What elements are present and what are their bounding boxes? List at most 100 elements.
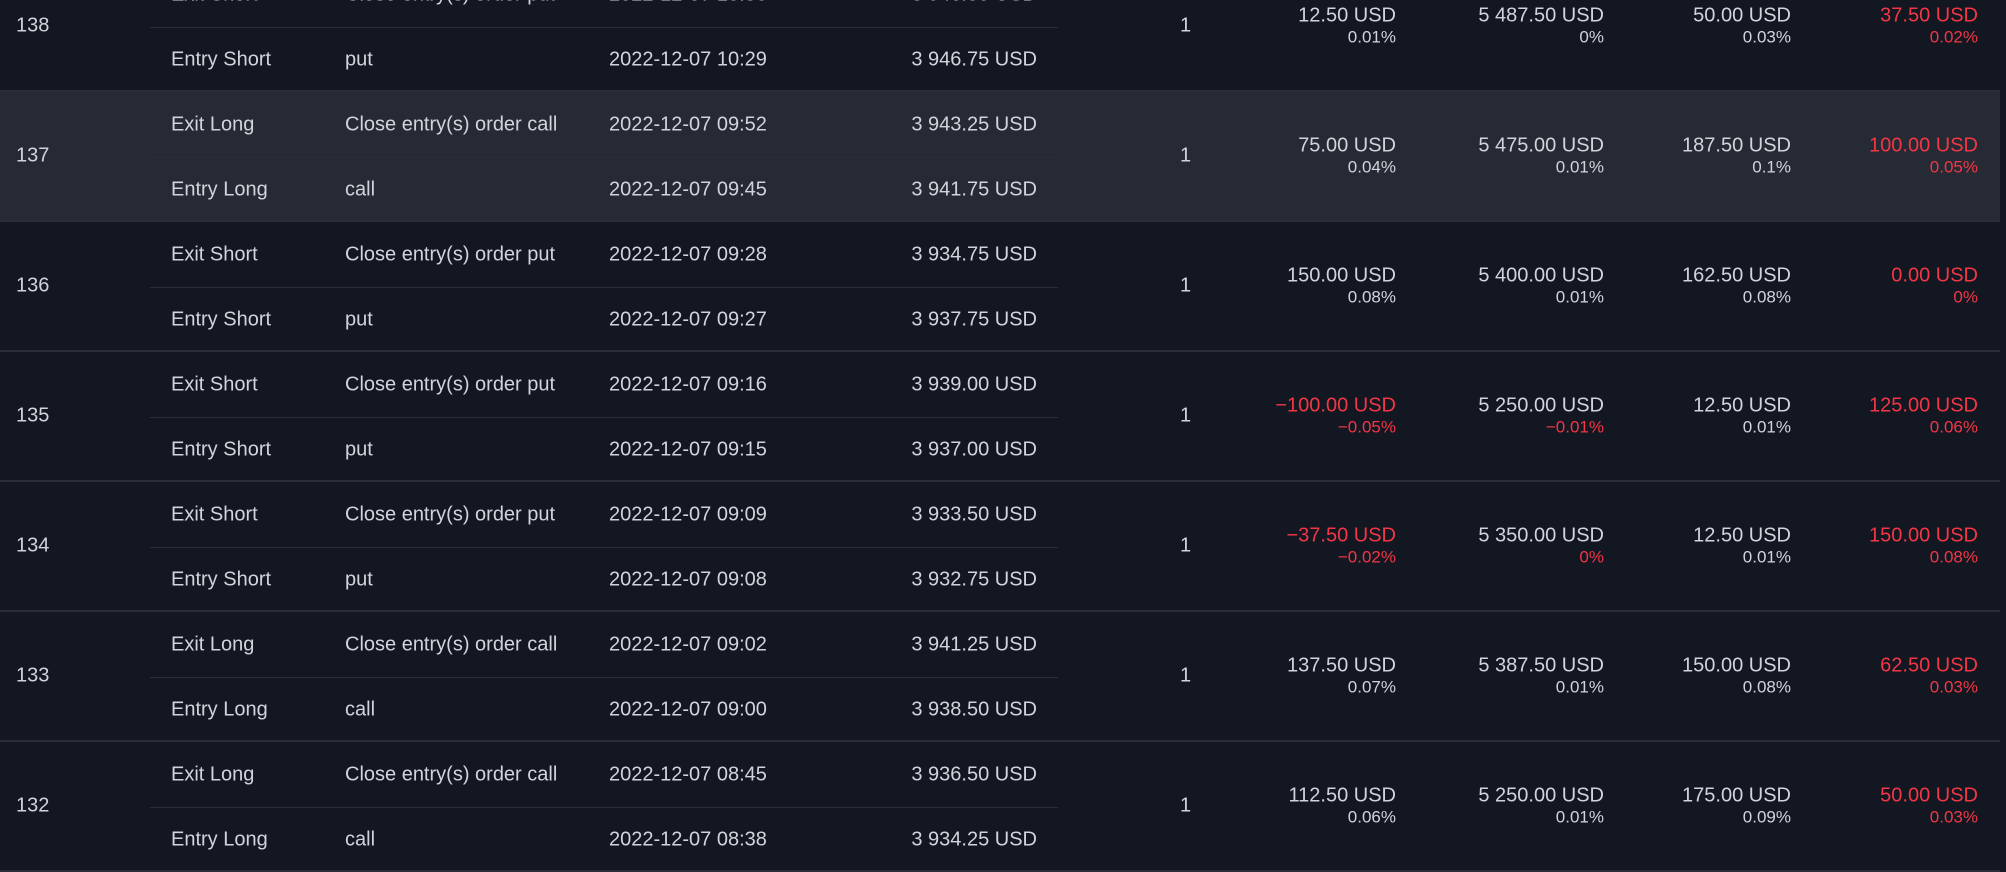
- trade-price: 3 941.75 USD: [911, 178, 1037, 200]
- trade-price: 3 941.25 USD: [911, 633, 1037, 655]
- trade-datetime: 2022-12-07 09:08: [609, 568, 767, 590]
- trade-run-up: 162.50 USD 0.08%: [1682, 265, 1791, 308]
- trade-signal: call: [345, 698, 376, 720]
- run-up-value: 187.50 USD: [1682, 134, 1791, 157]
- trade-contracts: 1: [1180, 404, 1192, 427]
- trade-datetime: 2022-12-07 08:45: [609, 763, 767, 785]
- trade-row[interactable]: 134 Exit Short Close entry(s) order put …: [0, 482, 2000, 612]
- trade-row[interactable]: 137 Exit Long Close entry(s) order call …: [0, 92, 2000, 222]
- trade-type: Entry Short: [171, 438, 272, 460]
- trade-signal: call: [345, 828, 376, 850]
- trade-row[interactable]: 132 Exit Long Close entry(s) order call …: [0, 742, 2000, 872]
- trade-drawdown: 0.00 USD 0%: [1891, 265, 1978, 308]
- trade-signal: Close entry(s) order call: [345, 763, 558, 785]
- trade-entry-row: Entry Short put 2022-12-07 09:27 3 937.7…: [150, 287, 1058, 352]
- drawdown-value: 37.50 USD: [1880, 4, 1978, 27]
- trade-entry-row: Entry Long call 2022-12-07 09:00 3 938.5…: [150, 677, 1058, 742]
- cum-profit-value: 5 250.00 USD: [1478, 394, 1604, 417]
- run-up-percent: 0.08%: [1742, 677, 1791, 697]
- trade-exit-row: Exit Long Close entry(s) order call 2022…: [150, 612, 1058, 678]
- trade-signal: call: [345, 178, 376, 200]
- cum-profit-value: 5 475.00 USD: [1478, 134, 1604, 157]
- trade-type: Entry Short: [171, 48, 272, 70]
- drawdown-value: 62.50 USD: [1880, 654, 1978, 677]
- trade-number: 135: [16, 404, 50, 427]
- cum-profit-percent: 0%: [1579, 547, 1604, 567]
- run-up-value: 12.50 USD: [1693, 524, 1791, 547]
- trade-exit-row: Exit Long Close entry(s) order call 2022…: [150, 742, 1058, 808]
- profit-value: −100.00 USD: [1275, 394, 1396, 417]
- trade-price: 3 933.50 USD: [911, 503, 1037, 525]
- trade-datetime: 2022-12-07 09:16: [609, 373, 767, 395]
- trade-price: 3 943.25 USD: [911, 113, 1037, 135]
- drawdown-percent: 0.03%: [1929, 677, 1978, 697]
- trade-profit: −100.00 USD −0.05%: [1275, 395, 1396, 438]
- trade-profit: −37.50 USD −0.02%: [1286, 525, 1396, 568]
- trade-number: 137: [16, 144, 50, 167]
- cum-profit-value: 5 400.00 USD: [1478, 264, 1604, 287]
- trade-row[interactable]: 136 Exit Short Close entry(s) order put …: [0, 222, 2000, 352]
- trade-exit-row: Exit Short Close entry(s) order put 2022…: [150, 222, 1058, 288]
- trade-datetime: 2022-12-07 08:38: [609, 828, 767, 850]
- run-up-percent: 0.09%: [1742, 807, 1791, 827]
- trade-type: Entry Short: [171, 308, 272, 330]
- drawdown-percent: 0.02%: [1929, 27, 1978, 47]
- profit-percent: 0.08%: [1347, 287, 1396, 307]
- cum-profit-percent: 0%: [1579, 27, 1604, 47]
- drawdown-value: 125.00 USD: [1869, 394, 1978, 417]
- trade-price: 3 936.50 USD: [911, 763, 1037, 785]
- trade-datetime: 2022-12-07 09:52: [609, 113, 767, 135]
- trade-number: 136: [16, 274, 50, 297]
- trade-price: 3 939.00 USD: [911, 373, 1037, 395]
- trade-entry-row: Entry Short put 2022-12-07 09:15 3 937.0…: [150, 417, 1058, 482]
- trade-type: Exit Long: [171, 763, 255, 785]
- drawdown-percent: 0.03%: [1929, 807, 1978, 827]
- trade-datetime: 2022-12-07 09:28: [609, 243, 767, 265]
- trade-contracts: 1: [1180, 794, 1192, 817]
- trade-drawdown: 50.00 USD 0.03%: [1880, 785, 1978, 828]
- profit-value: 137.50 USD: [1287, 654, 1396, 677]
- trade-signal: Close entry(s) order put: [345, 243, 556, 265]
- drawdown-percent: 0.08%: [1929, 547, 1978, 567]
- trade-type: Entry Long: [171, 698, 268, 720]
- trade-row[interactable]: 133 Exit Long Close entry(s) order call …: [0, 612, 2000, 742]
- trade-signal: Close entry(s) order put: [345, 373, 556, 395]
- trade-contracts: 1: [1180, 534, 1192, 557]
- trade-price: 3 937.00 USD: [911, 438, 1037, 460]
- trade-number: 138: [16, 14, 50, 37]
- trade-run-up: 50.00 USD 0.03%: [1693, 5, 1791, 48]
- trade-price: 3 934.25 USD: [911, 828, 1037, 850]
- profit-percent: 0.06%: [1347, 807, 1396, 827]
- run-up-value: 150.00 USD: [1682, 654, 1791, 677]
- trade-profit: 12.50 USD 0.01%: [1298, 5, 1396, 48]
- trade-row[interactable]: 138 Exit Short Close entry(s) order put …: [0, 0, 2000, 92]
- cum-profit-percent: −0.01%: [1545, 417, 1604, 437]
- trade-type: Entry Long: [171, 828, 268, 850]
- drawdown-percent: 0.06%: [1929, 417, 1978, 437]
- profit-percent: 0.07%: [1347, 677, 1396, 697]
- profit-percent: 0.04%: [1347, 157, 1396, 177]
- trade-type: Exit Short: [171, 373, 258, 395]
- trade-drawdown: 100.00 USD 0.05%: [1869, 135, 1978, 178]
- trade-type: Entry Long: [171, 178, 268, 200]
- profit-value: −37.50 USD: [1286, 524, 1396, 547]
- trade-run-up: 150.00 USD 0.08%: [1682, 655, 1791, 698]
- trade-datetime: 2022-12-07 10:38: [609, 0, 767, 6]
- drawdown-percent: 0%: [1953, 287, 1978, 307]
- trade-price: 3 938.50 USD: [911, 698, 1037, 720]
- trade-signal: put: [345, 568, 373, 590]
- drawdown-percent: 0.05%: [1929, 157, 1978, 177]
- trade-row[interactable]: 135 Exit Short Close entry(s) order put …: [0, 352, 2000, 482]
- cum-profit-value: 5 250.00 USD: [1478, 784, 1604, 807]
- profit-percent: −0.02%: [1337, 547, 1396, 567]
- run-up-percent: 0.01%: [1742, 417, 1791, 437]
- trade-cumulative-profit: 5 250.00 USD −0.01%: [1478, 395, 1604, 438]
- trade-price: 3 946.00 USD: [911, 0, 1037, 6]
- trade-exit-row: Exit Long Close entry(s) order call 2022…: [150, 92, 1058, 158]
- trade-type: Exit Long: [171, 633, 255, 655]
- trade-profit: 112.50 USD 0.06%: [1289, 785, 1396, 828]
- profit-percent: 0.01%: [1347, 27, 1396, 47]
- trade-type: Exit Long: [171, 113, 255, 135]
- trade-type: Entry Short: [171, 568, 272, 590]
